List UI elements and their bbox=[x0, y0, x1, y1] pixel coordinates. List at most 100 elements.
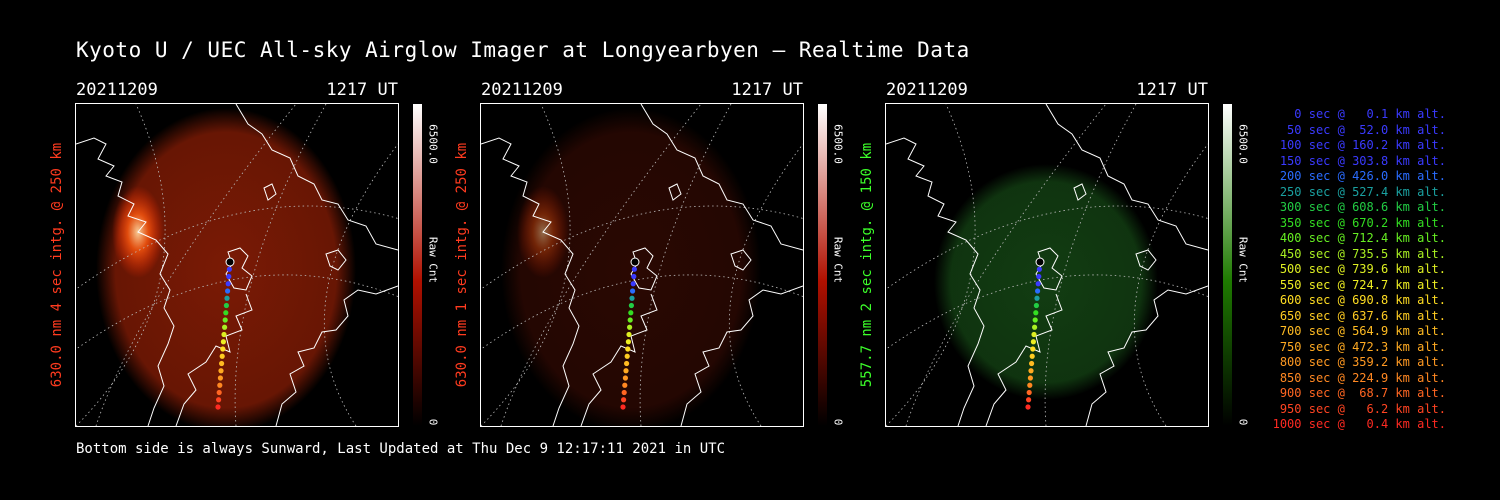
trajectory-point bbox=[628, 310, 634, 316]
trajectory-point bbox=[1029, 360, 1035, 367]
colorbar bbox=[413, 104, 422, 426]
trajectory-point bbox=[631, 266, 637, 272]
trajectory-point bbox=[1030, 346, 1036, 352]
colorbar-unit: Raw Cnt bbox=[1236, 230, 1250, 290]
grid-line bbox=[639, 104, 732, 426]
legend-entry: 850 sec @ 224.9 km alt. bbox=[1279, 370, 1446, 385]
grid-line bbox=[481, 205, 803, 290]
legend-entry: 1000 sec @ 0.4 km alt. bbox=[1272, 417, 1446, 431]
legend-entry: 150 sec @ 303.8 km alt. bbox=[1279, 153, 1446, 168]
trajectory-point bbox=[1036, 266, 1042, 272]
legend-entry: 100 sec @ 160.2 km alt. bbox=[1279, 138, 1446, 152]
grid-line bbox=[481, 274, 803, 350]
legend-entry: 550 sec @ 724.7 km alt. bbox=[1279, 277, 1446, 292]
colorbar-min: 0 bbox=[831, 416, 845, 428]
colorbar-max-text: 6500.0 bbox=[1236, 124, 1250, 164]
island-outline bbox=[263, 183, 277, 201]
grid-line bbox=[886, 104, 976, 426]
panel-time: 1217 UT bbox=[731, 80, 803, 100]
grid-line bbox=[324, 143, 398, 426]
trajectory-point bbox=[216, 397, 222, 403]
trajectory-point bbox=[218, 368, 224, 374]
coastline bbox=[886, 137, 985, 426]
colorbar-max-text: 6500.0 bbox=[426, 124, 440, 164]
trajectory-point bbox=[222, 317, 228, 323]
allsky-image bbox=[480, 103, 804, 427]
island-outline bbox=[730, 249, 752, 271]
panel-time: 1217 UT bbox=[1136, 80, 1208, 100]
trajectory-point bbox=[1030, 339, 1036, 345]
island-outline bbox=[1073, 183, 1087, 201]
trajectory-point bbox=[1027, 382, 1033, 388]
legend-entry: 500 sec @ 739.6 km alt. bbox=[1279, 262, 1446, 276]
colorbar-min: 0 bbox=[426, 416, 440, 428]
trajectory-point bbox=[216, 389, 222, 396]
panel-date: 20211209 bbox=[886, 80, 968, 100]
grid-line bbox=[729, 143, 803, 426]
trajectory-point bbox=[224, 295, 230, 301]
island-outline bbox=[1135, 249, 1157, 271]
airglow-field bbox=[501, 108, 761, 426]
panel-ylabel: 630.0 nm 4 sec intg. @ 250 km bbox=[46, 104, 68, 426]
grid-line bbox=[1044, 104, 1137, 426]
allsky-image bbox=[75, 103, 399, 427]
trajectory-point bbox=[225, 281, 231, 287]
trajectory-point bbox=[1033, 302, 1039, 309]
legend-entry: 800 sec @ 359.2 km alt. bbox=[1279, 355, 1446, 369]
trajectory-point bbox=[1025, 404, 1031, 410]
trajectory-point bbox=[620, 404, 626, 410]
trajectory-point bbox=[217, 382, 223, 388]
trajectory-point bbox=[225, 288, 231, 294]
trajectory-point bbox=[215, 404, 221, 410]
colorbar-min-text: 0 bbox=[1236, 418, 1250, 426]
trajectory-point bbox=[1026, 397, 1032, 403]
colorbar-max: 6500.0 bbox=[426, 104, 440, 184]
trajectory-point bbox=[621, 397, 627, 403]
panel-time: 1217 UT bbox=[326, 80, 398, 100]
trajectory-point bbox=[1032, 317, 1038, 323]
trajectory-point bbox=[621, 389, 627, 396]
legend-entry: 700 sec @ 564.9 km alt. bbox=[1279, 324, 1446, 338]
grid-line bbox=[234, 104, 327, 426]
trajectory-point bbox=[1028, 368, 1034, 374]
trajectory-point bbox=[628, 302, 634, 309]
grid-line bbox=[1134, 143, 1208, 426]
coastline bbox=[235, 104, 398, 251]
legend-entry: 300 sec @ 608.6 km alt. bbox=[1279, 200, 1446, 214]
trajectory-point bbox=[629, 295, 635, 301]
trajectory-point bbox=[1026, 389, 1032, 396]
panel-ylabel-text: 630.0 nm 1 sec intg. @ 250 km bbox=[454, 142, 470, 388]
coastline bbox=[481, 137, 580, 426]
colorbar-min: 0 bbox=[1236, 416, 1250, 428]
trajectory-point bbox=[1031, 331, 1037, 338]
colorbar-max: 6500.0 bbox=[831, 104, 845, 184]
sky-panel-1: 20211209 1217 UT 630.0 nm 4 sec intg. @ … bbox=[49, 80, 476, 440]
colorbar bbox=[1223, 104, 1232, 426]
legend-entry: 450 sec @ 735.5 km alt. bbox=[1279, 246, 1446, 261]
airglow-field bbox=[96, 108, 356, 426]
trajectory-point bbox=[630, 257, 640, 267]
coastline bbox=[680, 285, 803, 426]
island-outline bbox=[668, 183, 682, 201]
colorbar-max-text: 6500.0 bbox=[831, 124, 845, 164]
trajectory-point bbox=[622, 382, 628, 388]
trajectory-point bbox=[223, 302, 229, 309]
trajectory-point bbox=[219, 360, 225, 367]
trajectory-point bbox=[1035, 257, 1045, 267]
trajectory-point bbox=[220, 339, 226, 345]
colorbar-unit: Raw Cnt bbox=[831, 230, 845, 290]
colorbar-unit-text: Raw Cnt bbox=[426, 236, 440, 284]
trajectory-point bbox=[1027, 375, 1033, 381]
sky-panel-3: 20211209 1217 UT 557.7 nm 2 sec intg. @ … bbox=[859, 80, 1286, 440]
colorbar-min-text: 0 bbox=[426, 418, 440, 426]
trajectory-point bbox=[622, 375, 628, 381]
trajectory-point bbox=[627, 317, 633, 323]
trajectory-point bbox=[217, 375, 223, 381]
trajectory-point bbox=[624, 360, 630, 367]
trajectory-point bbox=[219, 353, 225, 359]
coastline bbox=[76, 137, 175, 426]
trajectory-point bbox=[1033, 310, 1039, 316]
legend-entry: 350 sec @ 670.2 km alt. bbox=[1279, 215, 1446, 230]
trajectory-point bbox=[226, 266, 232, 272]
panel-ylabel-text: 557.7 nm 2 sec intg. @ 150 km bbox=[859, 142, 875, 388]
